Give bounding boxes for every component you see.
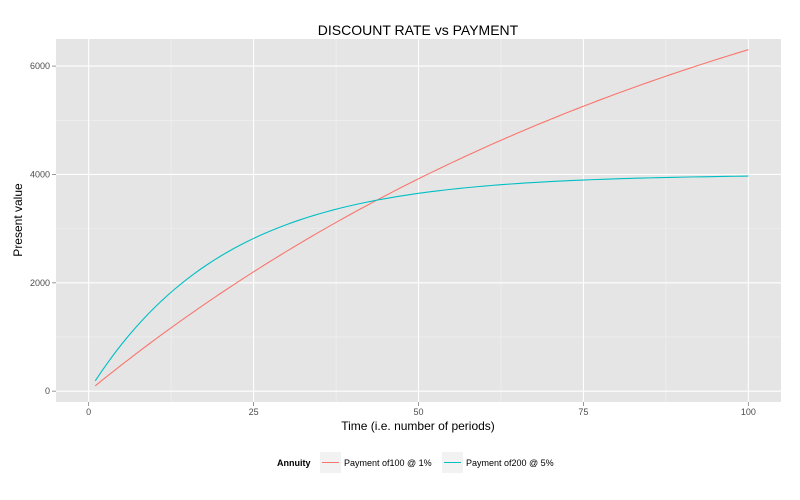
x-axis: 0 25 50 75 100 (86, 402, 756, 417)
series-line-2 (94, 175, 749, 382)
legend-title: Annuity (277, 458, 311, 468)
x-tick-label: 75 (578, 407, 588, 417)
grid-major (56, 39, 781, 402)
x-tick-label: 100 (741, 407, 756, 417)
y-tick-label: 4000 (30, 169, 50, 179)
legend-label-2: Payment of200 @ 5% (466, 458, 554, 468)
series-layer (94, 49, 749, 387)
legend: Annuity Payment of100 @ 1% Payment of200 … (277, 452, 554, 473)
x-axis-title: Time (i.e. number of periods) (341, 419, 495, 433)
chart-title: DISCOUNT RATE vs PAYMENT (318, 22, 519, 38)
legend-label-1: Payment of100 @ 1% (344, 458, 432, 468)
y-axis-title: Present value (11, 183, 25, 257)
x-tick-label: 0 (86, 407, 91, 417)
y-tick-label: 2000 (30, 278, 50, 288)
y-axis: 0 2000 4000 6000 (30, 61, 56, 396)
y-tick-label: 0 (45, 386, 50, 396)
y-tick-label: 6000 (30, 61, 50, 71)
series-line-1 (94, 49, 749, 387)
x-tick-label: 50 (413, 407, 423, 417)
x-tick-label: 25 (249, 407, 259, 417)
